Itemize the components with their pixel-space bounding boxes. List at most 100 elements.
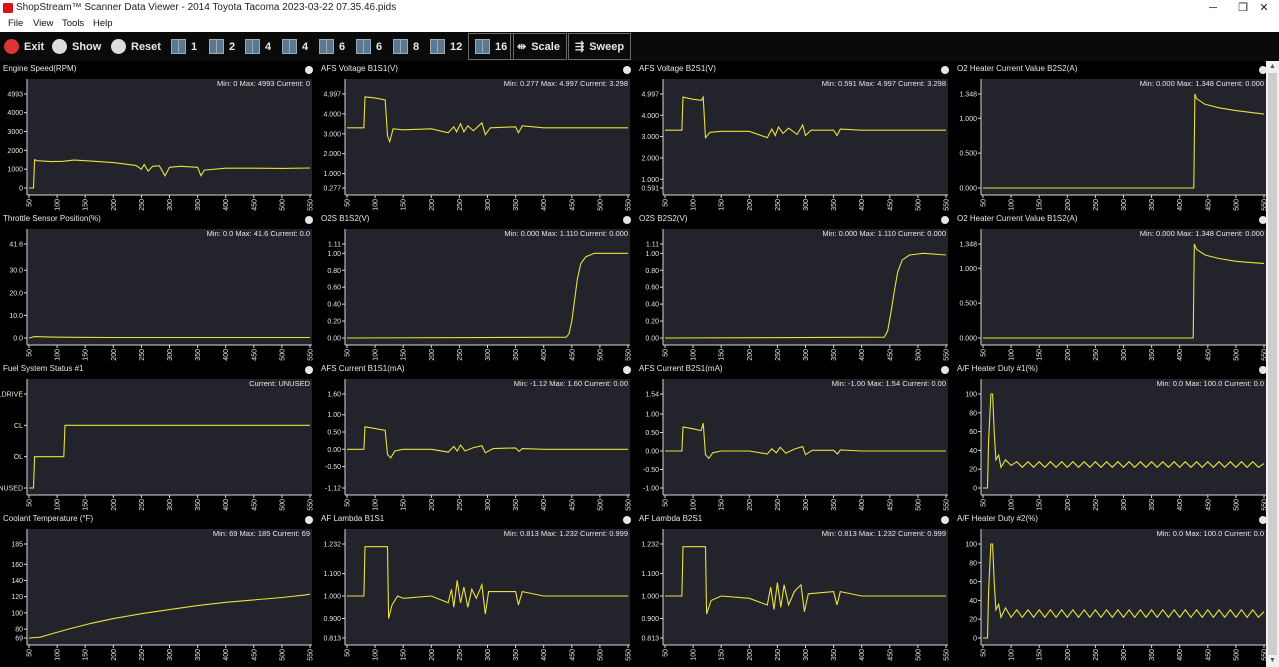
layout-6b-button[interactable]: 6 bbox=[356, 32, 382, 61]
chart-panel: Engine Speed(RPM) Min: 0 Max: 4993 Curren… bbox=[3, 64, 315, 211]
x-tick-label: 400 bbox=[541, 499, 548, 511]
x-tick-label: 250 bbox=[457, 349, 464, 361]
x-tick-label: 100 bbox=[373, 649, 380, 661]
x-tick-label: 150 bbox=[401, 199, 408, 211]
menu-file[interactable]: File bbox=[8, 18, 24, 29]
maximize-button[interactable]: ❐ bbox=[1238, 2, 1248, 14]
app-icon bbox=[3, 3, 13, 13]
scroll-down-arrow[interactable]: ▼ bbox=[1269, 657, 1276, 664]
y-tick-label: 0.40 bbox=[327, 302, 341, 309]
layout-8-button[interactable]: 8 bbox=[393, 32, 419, 61]
x-tick-label: 350 bbox=[513, 499, 520, 511]
panel-menu-icon[interactable] bbox=[305, 216, 313, 224]
x-tick-label: 350 bbox=[1149, 349, 1156, 361]
chart-panel: AFS Current B1S1(mA) Min: -1.12 Max: 1.60… bbox=[321, 364, 633, 511]
panel-menu-icon[interactable] bbox=[1259, 216, 1267, 224]
layout-grid-icon bbox=[209, 39, 224, 54]
y-tick-label: 1.000 bbox=[641, 177, 659, 184]
x-tick-label: 150 bbox=[401, 349, 408, 361]
layout-1-button[interactable]: 1 bbox=[171, 32, 197, 61]
panel-menu-icon[interactable] bbox=[623, 516, 631, 524]
x-tick-label: 250 bbox=[775, 349, 782, 361]
panel-menu-icon[interactable] bbox=[623, 216, 631, 224]
chart-title: O2 Heater Current Value B1S2(A) bbox=[957, 214, 1078, 223]
y-tick-label: 140 bbox=[11, 578, 23, 585]
x-tick-label: 100 bbox=[55, 349, 62, 361]
stats-readout: Min: 69 Max: 185 Current: 69 bbox=[213, 529, 310, 538]
chart-panel: Coolant Temperature (°F) Min: 69 Max: 185… bbox=[3, 514, 315, 661]
exit-button[interactable]: Exit bbox=[4, 32, 44, 61]
show-button[interactable]: Show bbox=[52, 32, 101, 61]
x-tick-label: 150 bbox=[719, 499, 726, 511]
plot-background bbox=[345, 79, 630, 195]
y-tick-label: 1.00 bbox=[645, 251, 659, 258]
panel-menu-icon[interactable] bbox=[941, 216, 949, 224]
x-tick-label: 250 bbox=[139, 199, 146, 211]
plot-background bbox=[27, 79, 312, 195]
y-tick-label: 4993 bbox=[7, 92, 23, 99]
x-tick-label: 450 bbox=[1205, 199, 1212, 211]
data-trace bbox=[347, 546, 628, 619]
chart-title: A/F Heater Duty #2(%) bbox=[957, 514, 1038, 523]
plot-background bbox=[345, 379, 630, 495]
x-tick-label: 100 bbox=[691, 499, 698, 511]
minimize-button[interactable]: ─ bbox=[1209, 2, 1217, 14]
data-trace bbox=[347, 426, 628, 459]
panel-menu-icon[interactable] bbox=[1259, 66, 1267, 74]
panel-menu-icon[interactable] bbox=[305, 516, 313, 524]
vertical-scrollbar[interactable]: ▲ ▼ bbox=[1266, 61, 1279, 667]
y-tick-label: 0.000 bbox=[959, 336, 977, 343]
menu-view[interactable]: View bbox=[33, 18, 54, 29]
x-tick-label: 450 bbox=[1205, 349, 1212, 361]
menu-help[interactable]: Help bbox=[93, 18, 113, 29]
panel-menu-icon[interactable] bbox=[941, 516, 949, 524]
panel-menu-icon[interactable] bbox=[1259, 516, 1267, 524]
layout-4b-button[interactable]: 4 bbox=[282, 32, 308, 61]
scroll-up-arrow[interactable]: ▲ bbox=[1269, 63, 1276, 70]
data-trace bbox=[346, 252, 628, 339]
panel-menu-icon[interactable] bbox=[623, 366, 631, 374]
x-tick-label: 500 bbox=[597, 649, 604, 661]
panel-menu-icon[interactable] bbox=[941, 66, 949, 74]
layout-16-button[interactable]: 16 bbox=[468, 33, 515, 60]
plot-background bbox=[27, 529, 312, 645]
panel-menu-icon[interactable] bbox=[305, 366, 313, 374]
y-tick-label: 0.00 bbox=[645, 336, 659, 343]
panel-menu-icon[interactable] bbox=[941, 366, 949, 374]
x-tick-label: 350 bbox=[513, 649, 520, 661]
x-tick-label: 200 bbox=[111, 199, 118, 211]
reset-button[interactable]: Reset bbox=[111, 32, 161, 61]
x-tick-label: 450 bbox=[569, 349, 576, 361]
layout-4a-button[interactable]: 4 bbox=[245, 32, 271, 61]
y-tick-label: 1.348 bbox=[959, 242, 977, 249]
chart-title: O2 Heater Current Value B2S2(A) bbox=[957, 64, 1078, 73]
x-tick-label: 150 bbox=[83, 349, 90, 361]
layout-6a-button[interactable]: 6 bbox=[319, 32, 345, 61]
x-tick-label: 50 bbox=[345, 649, 352, 657]
panel-menu-icon[interactable] bbox=[1259, 366, 1267, 374]
data-trace bbox=[983, 543, 1265, 639]
layout-grid-icon bbox=[319, 39, 334, 54]
sweep-button[interactable]: ⇶ Sweep bbox=[568, 33, 632, 60]
scale-button[interactable]: ⇹ Scale bbox=[510, 33, 567, 60]
x-tick-label: 450 bbox=[887, 649, 894, 661]
exit-icon bbox=[4, 39, 19, 54]
layout-12-button[interactable]: 12 bbox=[430, 32, 462, 61]
plot-background bbox=[981, 379, 1266, 495]
data-trace bbox=[665, 423, 946, 460]
x-tick-label: 450 bbox=[251, 349, 258, 361]
y-tick-label: 4.000 bbox=[323, 111, 341, 118]
close-button[interactable]: ✕ bbox=[1259, 2, 1269, 14]
x-tick-label: 300 bbox=[167, 649, 174, 661]
y-tick-label: 3.000 bbox=[641, 134, 659, 141]
scroll-thumb[interactable] bbox=[1268, 73, 1277, 655]
y-tick-label: 69 bbox=[15, 636, 23, 643]
plot-background bbox=[27, 379, 312, 495]
layout-2-button[interactable]: 2 bbox=[209, 32, 235, 61]
menu-tools[interactable]: Tools bbox=[62, 18, 85, 29]
chart-panel: A/F Heater Duty #2(%) Min: 0.0 Max: 100.0… bbox=[957, 514, 1269, 661]
x-tick-label: 450 bbox=[569, 199, 576, 211]
panel-menu-icon[interactable] bbox=[623, 66, 631, 74]
panel-menu-icon[interactable] bbox=[305, 66, 313, 74]
x-tick-label: 400 bbox=[541, 349, 548, 361]
